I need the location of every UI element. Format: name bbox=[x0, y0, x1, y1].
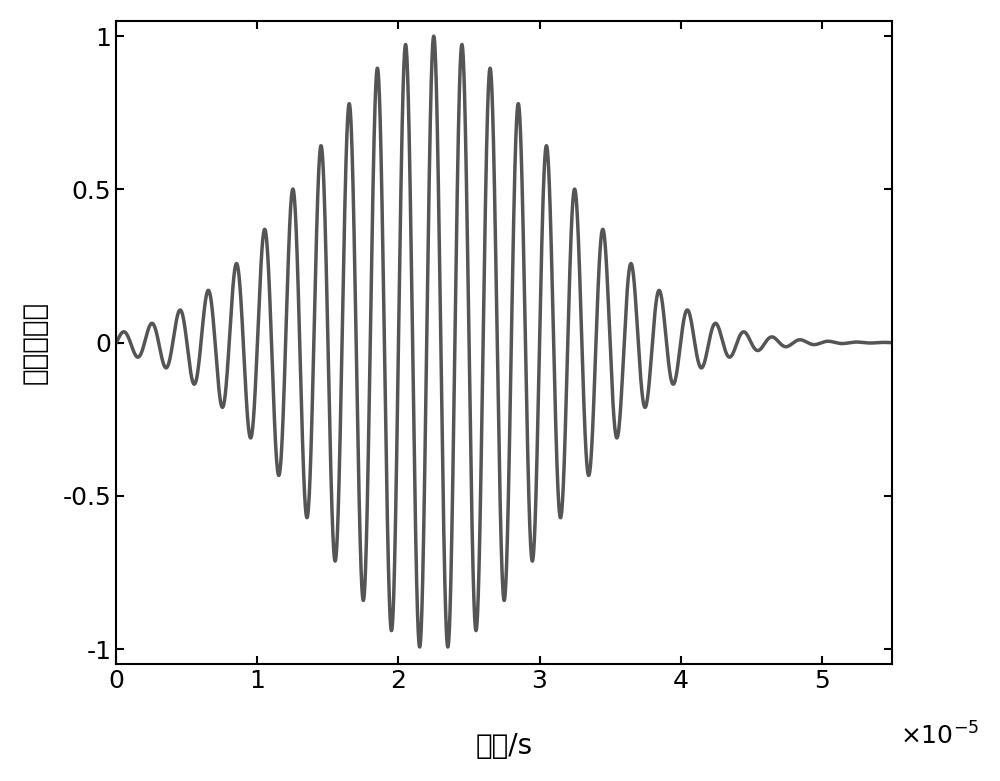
Y-axis label: 归一化幅度: 归一化幅度 bbox=[21, 301, 49, 384]
Text: $\times 10^{-5}$: $\times 10^{-5}$ bbox=[900, 722, 979, 750]
X-axis label: 时间/s: 时间/s bbox=[476, 732, 533, 760]
